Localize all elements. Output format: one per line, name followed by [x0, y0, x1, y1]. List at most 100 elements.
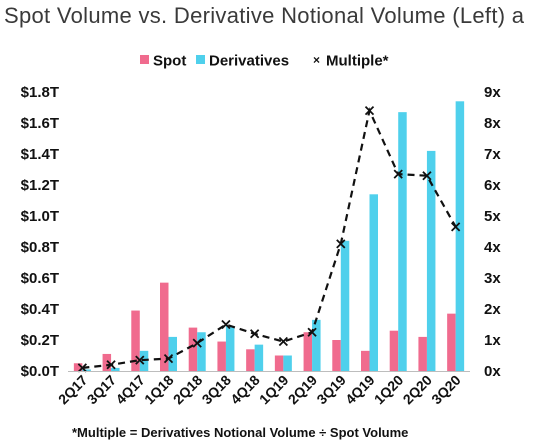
x-tick-label: 2Q20	[400, 372, 436, 408]
bar-derivatives	[312, 319, 321, 371]
multiple-point-stroke	[336, 239, 346, 249]
multiple-point-stroke	[163, 353, 174, 364]
multiple-point	[163, 353, 174, 364]
x-tick-label: 4Q18	[227, 372, 263, 408]
left-tick-label: $1.4T	[21, 146, 59, 163]
left-tick-label: $0.8T	[21, 239, 59, 256]
bar-spot	[447, 313, 456, 371]
bar-spot	[361, 350, 370, 371]
legend: Spot Derivatives × Multiple*	[140, 53, 389, 70]
bar-derivatives	[283, 355, 292, 371]
bar-spot	[274, 355, 284, 371]
multiple-point	[393, 169, 403, 179]
x-tick-label: 3Q20	[428, 372, 464, 408]
x-tick-label: 3Q19	[313, 372, 349, 408]
multiple-line-path	[82, 107, 457, 369]
multiple-point	[106, 360, 116, 370]
bar-spot	[303, 332, 313, 371]
left-tick-label: $0.2T	[21, 332, 59, 349]
bar-derivatives	[455, 101, 465, 372]
multiple-point	[336, 239, 346, 249]
right-tick-label: 8x	[484, 115, 501, 132]
left-tick-label: $0.4T	[21, 301, 59, 318]
right-tick-label: 4x	[484, 239, 501, 256]
right-axis: 0x 1x 2x 3x 4x 5x 6x 7x 8x 9x	[484, 84, 501, 380]
right-tick-label: 0x	[484, 363, 501, 380]
left-axis: $0.0T $0.2T $0.4T $0.6T $0.8T $1.0T $1.2T $1.4T…	[21, 84, 59, 380]
legend-label: Spot	[153, 53, 186, 70]
bar-derivatives	[426, 150, 436, 371]
x-tick-label: 3Q18	[199, 372, 235, 408]
x-tick-label: 1Q19	[256, 372, 292, 408]
bar-derivatives	[168, 336, 177, 371]
multiple-point-stroke	[278, 336, 288, 347]
bar-derivatives	[369, 194, 378, 371]
multiple-point-stroke	[422, 171, 432, 181]
multiple-point	[278, 336, 288, 347]
multiple-line	[77, 105, 461, 373]
bar-derivatives	[82, 369, 91, 371]
x-tick-label: 2Q18	[170, 372, 206, 408]
x-tick-label: 4Q19	[342, 372, 378, 408]
bars	[73, 101, 465, 372]
bar-derivatives	[340, 240, 350, 371]
multiple-point	[77, 363, 87, 373]
multiple-point-stroke	[192, 338, 202, 348]
multiple-point	[451, 222, 461, 232]
right-tick-label: 3x	[484, 270, 501, 287]
bar-spot	[418, 336, 427, 371]
x-tick-label: 4Q17	[112, 372, 148, 408]
legend-marker-multiple: ×	[313, 53, 320, 67]
legend-swatch-spot	[140, 55, 149, 64]
bar-spot	[217, 341, 226, 371]
multiple-point	[192, 338, 202, 348]
bar-derivatives	[254, 344, 264, 371]
legend-swatch-derivatives	[196, 55, 205, 64]
x-tick-label: 2Q19	[285, 372, 321, 408]
bar-spot	[102, 353, 112, 371]
multiple-point	[135, 355, 145, 365]
multiple-point-stroke	[77, 363, 87, 373]
multiple-point	[307, 327, 317, 337]
x-tick-label: 2Q17	[55, 372, 91, 408]
right-tick-label: 6x	[484, 177, 501, 194]
bar-derivatives	[111, 367, 120, 371]
multiple-point	[250, 329, 260, 339]
left-tick-label: $1.6T	[21, 115, 59, 132]
multiple-point	[221, 319, 231, 330]
multiple-point-stroke	[393, 169, 403, 179]
bar-spot	[332, 340, 341, 371]
x-tick-label: 1Q20	[371, 372, 407, 408]
legend-label: Multiple*	[326, 53, 389, 70]
left-tick-label: $1.2T	[21, 177, 59, 194]
bar-spot	[246, 349, 255, 371]
bar-spot	[131, 310, 140, 371]
multiple-point-stroke	[364, 105, 375, 116]
x-tick-label: 1Q18	[141, 372, 177, 408]
left-tick-label: $1.0T	[21, 208, 59, 225]
multiple-point-stroke	[451, 222, 461, 232]
bar-derivatives	[225, 326, 235, 371]
bar-derivatives	[197, 332, 206, 371]
multiple-point-stroke	[135, 355, 145, 365]
footnote: *Multiple = Derivatives Notional Volume …	[72, 425, 408, 440]
left-tick-label: $0.0T	[21, 363, 59, 380]
multiple-point	[422, 171, 432, 181]
bar-spot	[188, 327, 198, 371]
multiple-point-stroke	[221, 319, 231, 330]
right-tick-label: 2x	[484, 301, 501, 318]
bar-spot	[389, 330, 399, 371]
bar-spot	[73, 363, 83, 371]
legend-label: Derivatives	[209, 53, 289, 70]
x-axis: 2Q173Q174Q171Q182Q183Q184Q181Q192Q193Q19…	[55, 371, 470, 408]
bar-derivatives	[398, 112, 407, 372]
right-tick-label: 1x	[484, 332, 501, 349]
right-tick-label: 5x	[484, 208, 501, 225]
multiple-point	[364, 105, 375, 116]
left-tick-label: $1.8T	[21, 84, 59, 101]
left-tick-label: $0.6T	[21, 270, 59, 287]
multiple-point-stroke	[106, 360, 116, 370]
multiple-point-stroke	[250, 329, 260, 339]
multiple-point-stroke	[307, 327, 317, 337]
